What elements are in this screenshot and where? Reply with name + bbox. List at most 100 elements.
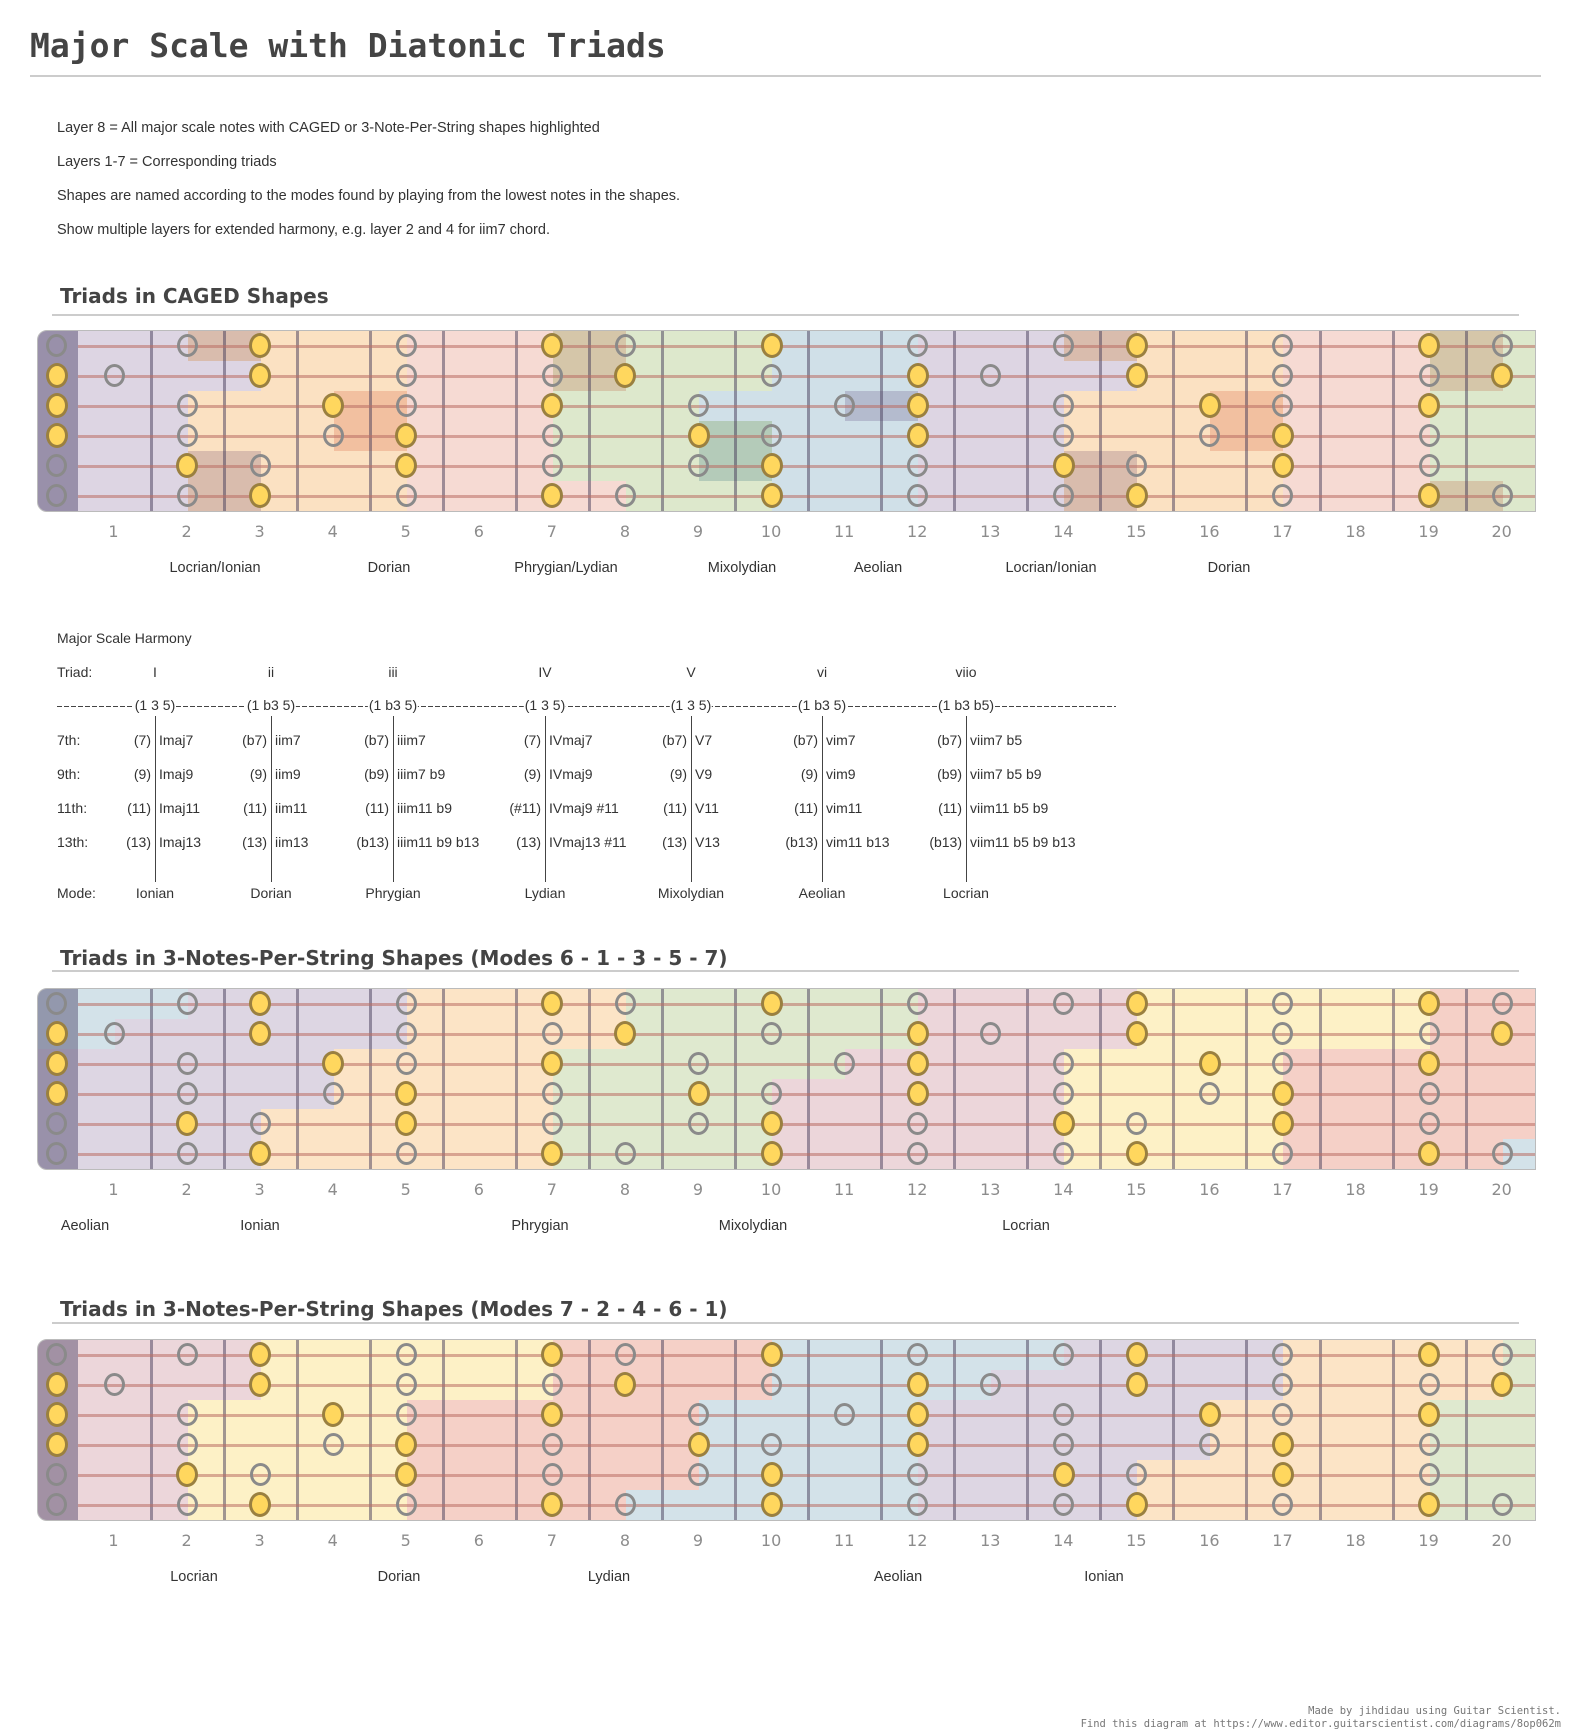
scale-note-marker[interactable] (1491, 484, 1513, 507)
scale-note-marker[interactable] (1199, 424, 1221, 447)
scale-note-marker[interactable] (176, 1493, 198, 1516)
scale-note-marker[interactable] (614, 334, 636, 357)
scale-note-marker[interactable] (176, 424, 198, 447)
scale-note-marker[interactable] (688, 1403, 709, 1426)
scale-note-marker[interactable] (395, 1403, 417, 1426)
scale-note-marker[interactable] (1053, 1082, 1075, 1105)
triad-note-marker[interactable] (395, 423, 418, 448)
scale-note-marker[interactable] (907, 992, 929, 1015)
scale-note-marker[interactable] (1491, 334, 1513, 357)
scale-note-marker[interactable] (1053, 484, 1075, 507)
scale-note-marker[interactable] (249, 454, 271, 477)
scale-note-marker[interactable] (688, 454, 709, 477)
triad-note-marker[interactable] (395, 1432, 418, 1457)
scale-note-marker[interactable] (395, 1493, 417, 1516)
triad-note-marker[interactable] (322, 1402, 345, 1427)
triad-note-marker[interactable] (1125, 363, 1148, 388)
triad-note-marker[interactable] (322, 1051, 345, 1076)
scale-note-marker[interactable] (1418, 1112, 1440, 1135)
scale-note-marker[interactable] (907, 1112, 929, 1135)
triad-note-marker[interactable] (906, 1402, 929, 1427)
scale-note-marker[interactable] (541, 1022, 563, 1045)
scale-note-marker[interactable] (1053, 334, 1075, 357)
triad-note-marker[interactable] (1491, 363, 1514, 388)
scale-note-marker[interactable] (541, 454, 563, 477)
triad-note-marker[interactable] (249, 1021, 272, 1046)
triad-note-marker[interactable] (1052, 1111, 1075, 1136)
scale-note-marker[interactable] (249, 1112, 271, 1135)
triad-note-marker[interactable] (541, 1402, 564, 1427)
triad-note-marker[interactable] (249, 333, 272, 358)
scale-note-marker[interactable] (1272, 1052, 1294, 1075)
scale-note-marker[interactable] (176, 1343, 198, 1366)
scale-note-marker[interactable] (688, 394, 709, 417)
triad-note-marker[interactable] (687, 423, 710, 448)
scale-note-marker[interactable] (1053, 1052, 1075, 1075)
scale-note-marker[interactable] (614, 1343, 636, 1366)
scale-note-marker[interactable] (541, 364, 563, 387)
scale-note-marker[interactable] (1418, 1022, 1440, 1045)
triad-note-marker[interactable] (1418, 1141, 1441, 1166)
scale-note-marker[interactable] (614, 992, 636, 1015)
triad-note-marker[interactable] (45, 363, 68, 388)
triad-note-marker[interactable] (45, 1432, 68, 1457)
scale-note-marker[interactable] (1053, 1403, 1075, 1426)
scale-note-marker[interactable] (1491, 1343, 1513, 1366)
triad-note-marker[interactable] (906, 423, 929, 448)
scale-note-marker[interactable] (1199, 1082, 1221, 1105)
scale-note-marker[interactable] (1272, 1493, 1294, 1516)
scale-note-marker[interactable] (46, 484, 67, 507)
triad-note-marker[interactable] (1491, 1021, 1514, 1046)
triad-note-marker[interactable] (1271, 453, 1294, 478)
scale-note-marker[interactable] (46, 1463, 67, 1486)
triad-note-marker[interactable] (1418, 483, 1441, 508)
triad-note-marker[interactable] (176, 1462, 199, 1487)
scale-note-marker[interactable] (395, 334, 417, 357)
scale-note-marker[interactable] (1418, 1433, 1440, 1456)
triad-note-marker[interactable] (541, 1342, 564, 1367)
triad-note-marker[interactable] (1125, 1492, 1148, 1517)
scale-note-marker[interactable] (614, 1142, 636, 1165)
triad-note-marker[interactable] (1418, 1402, 1441, 1427)
scale-note-marker[interactable] (1418, 1373, 1440, 1396)
scale-note-marker[interactable] (761, 1082, 783, 1105)
triad-note-marker[interactable] (45, 1021, 68, 1046)
scale-note-marker[interactable] (176, 484, 198, 507)
scale-note-marker[interactable] (688, 1052, 709, 1075)
triad-note-marker[interactable] (906, 1021, 929, 1046)
scale-note-marker[interactable] (1272, 1343, 1294, 1366)
triad-note-marker[interactable] (1125, 1141, 1148, 1166)
scale-note-marker[interactable] (1126, 1112, 1148, 1135)
triad-note-marker[interactable] (760, 1342, 783, 1367)
triad-note-marker[interactable] (1198, 393, 1221, 418)
scale-note-marker[interactable] (1418, 1082, 1440, 1105)
triad-note-marker[interactable] (1198, 1051, 1221, 1076)
scale-note-marker[interactable] (322, 1082, 344, 1105)
scale-note-marker[interactable] (1272, 394, 1294, 417)
triad-note-marker[interactable] (614, 1021, 637, 1046)
triad-note-marker[interactable] (1125, 483, 1148, 508)
scale-note-marker[interactable] (907, 1142, 929, 1165)
scale-note-marker[interactable] (322, 424, 344, 447)
triad-note-marker[interactable] (614, 363, 637, 388)
scale-note-marker[interactable] (1418, 364, 1440, 387)
triad-note-marker[interactable] (1491, 1372, 1514, 1397)
triad-note-marker[interactable] (1198, 1402, 1221, 1427)
triad-note-marker[interactable] (1125, 333, 1148, 358)
scale-note-marker[interactable] (1126, 1463, 1148, 1486)
scale-note-marker[interactable] (541, 1112, 563, 1135)
scale-note-marker[interactable] (1272, 334, 1294, 357)
triad-note-marker[interactable] (906, 1372, 929, 1397)
scale-note-marker[interactable] (1053, 1493, 1075, 1516)
triad-note-marker[interactable] (1052, 1462, 1075, 1487)
scale-note-marker[interactable] (395, 1343, 417, 1366)
scale-note-marker[interactable] (176, 992, 198, 1015)
triad-note-marker[interactable] (541, 1141, 564, 1166)
scale-note-marker[interactable] (541, 1463, 563, 1486)
triad-note-marker[interactable] (45, 1081, 68, 1106)
triad-note-marker[interactable] (541, 483, 564, 508)
scale-note-marker[interactable] (46, 1493, 67, 1516)
scale-note-marker[interactable] (176, 1433, 198, 1456)
triad-note-marker[interactable] (45, 1372, 68, 1397)
triad-note-marker[interactable] (395, 453, 418, 478)
